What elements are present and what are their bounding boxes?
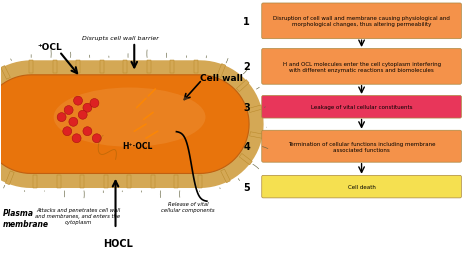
FancyBboxPatch shape [262, 176, 461, 198]
Text: 4: 4 [243, 142, 250, 152]
Text: Leakage of vital cellular constituents: Leakage of vital cellular constituents [311, 105, 412, 110]
Ellipse shape [54, 88, 206, 147]
Circle shape [83, 127, 92, 136]
Circle shape [72, 134, 81, 143]
Text: HOCL: HOCL [103, 238, 133, 248]
Text: 1: 1 [243, 17, 250, 27]
FancyBboxPatch shape [262, 96, 461, 119]
Circle shape [90, 99, 99, 108]
Circle shape [57, 113, 66, 122]
FancyBboxPatch shape [262, 4, 461, 40]
Circle shape [78, 111, 87, 120]
Text: H and OCL molecules enter the cell cytoplasm interfering
with different enzymati: H and OCL molecules enter the cell cytop… [283, 62, 441, 72]
Text: 3: 3 [243, 102, 250, 112]
Circle shape [64, 106, 73, 115]
Text: Disrupts cell wall barrier: Disrupts cell wall barrier [82, 36, 159, 41]
Text: Cell death: Cell death [347, 184, 375, 189]
Text: Termination of cellular functions including membrane
associated functions: Termination of cellular functions includ… [288, 141, 435, 152]
Polygon shape [53, 60, 57, 74]
Polygon shape [237, 80, 249, 92]
Text: ⁺OCL: ⁺OCL [37, 43, 62, 52]
Polygon shape [248, 105, 262, 113]
Polygon shape [250, 132, 264, 139]
Polygon shape [76, 60, 80, 74]
Polygon shape [1, 66, 10, 80]
Text: Release of vital
cellular components: Release of vital cellular components [161, 201, 215, 212]
Polygon shape [80, 176, 84, 189]
Polygon shape [174, 176, 179, 189]
Polygon shape [5, 171, 14, 185]
PathPatch shape [0, 61, 264, 188]
FancyBboxPatch shape [31, 75, 200, 174]
Text: 2: 2 [243, 62, 250, 72]
Polygon shape [100, 60, 104, 74]
Polygon shape [146, 60, 151, 74]
Text: Plasma
membrane: Plasma membrane [3, 209, 49, 228]
Text: H⁺·OCL: H⁺·OCL [123, 141, 153, 150]
Polygon shape [33, 176, 37, 189]
PathPatch shape [0, 75, 249, 174]
Polygon shape [127, 176, 131, 189]
Circle shape [63, 127, 72, 136]
Polygon shape [198, 176, 202, 189]
Polygon shape [57, 176, 61, 189]
FancyBboxPatch shape [262, 49, 461, 85]
Polygon shape [194, 60, 198, 74]
Polygon shape [151, 176, 155, 189]
Circle shape [73, 97, 82, 106]
Circle shape [69, 118, 78, 127]
Polygon shape [221, 169, 230, 183]
Polygon shape [239, 154, 252, 165]
Polygon shape [170, 60, 174, 74]
Circle shape [92, 134, 101, 143]
Text: Cell wall: Cell wall [200, 73, 243, 82]
Polygon shape [104, 176, 108, 189]
Polygon shape [29, 60, 33, 74]
Circle shape [83, 104, 92, 113]
Polygon shape [123, 60, 128, 74]
Polygon shape [217, 64, 226, 78]
Text: Disruption of cell wall and membrane causing physiological and
morphological cha: Disruption of cell wall and membrane cau… [273, 16, 450, 27]
Text: Attacks and penetrates cell wall
and membranes, and enters the
cytoplasm: Attacks and penetrates cell wall and mem… [36, 208, 120, 224]
Text: 5: 5 [243, 182, 250, 192]
FancyBboxPatch shape [262, 131, 461, 163]
